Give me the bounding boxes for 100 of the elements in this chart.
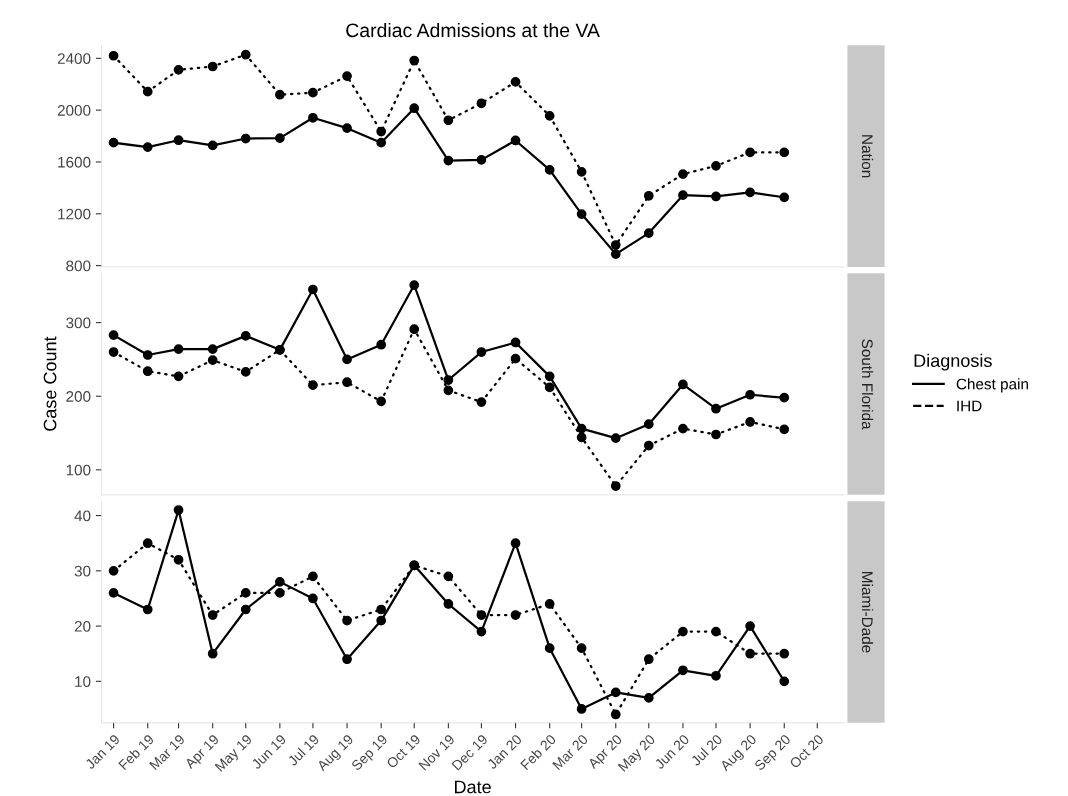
point [510,337,521,348]
point [108,347,119,357]
point [510,353,521,364]
point [443,571,454,582]
point [342,123,352,134]
point [108,137,119,148]
point [779,424,790,435]
point [240,330,251,341]
point [240,367,251,377]
point [443,375,454,385]
point [275,89,285,100]
y-tick-label: 10 [75,676,91,688]
y-tick-label: 40 [74,510,91,522]
point [779,648,790,659]
point [342,377,352,388]
point [207,610,218,620]
point [108,588,119,598]
point [610,249,621,259]
point [476,626,487,637]
point [173,64,184,75]
point [678,379,688,390]
point [443,599,454,609]
point [409,324,420,335]
point [476,155,487,165]
point [610,433,621,444]
point [308,380,318,391]
point [711,161,721,171]
point [308,112,318,123]
point [678,626,688,637]
point [576,166,587,177]
point [643,419,654,430]
y-tick-label: 800 [66,260,91,272]
point [108,330,119,340]
legend-label: IHD [957,400,982,412]
point [544,371,555,382]
point [173,371,184,382]
point [544,110,555,121]
point [142,350,153,360]
point [207,648,218,659]
point [376,126,387,137]
point [207,355,218,366]
point [376,604,387,615]
point [745,621,755,631]
point [711,429,721,440]
chart-title: Cardiac Admissions at the VA [346,22,600,38]
point [476,397,487,407]
point [376,339,387,350]
point [207,140,218,151]
point [610,481,621,491]
point [207,61,218,72]
x-tick-label: Jun 20 [653,733,690,770]
x-tick-label: Jun 19 [250,733,287,770]
point [643,440,654,451]
y-tick-label: 2000 [57,105,91,116]
point [376,137,387,148]
point [142,86,153,97]
x-tick-label: Jul 20 [689,733,723,767]
y-tick-label: 300 [66,317,91,329]
point [308,87,318,98]
point [779,392,790,403]
point [779,192,790,203]
point [108,50,119,61]
point [510,77,521,87]
point [576,704,587,714]
point [173,135,184,146]
point [510,610,521,620]
point [643,228,654,238]
point [443,115,454,126]
point [409,103,420,114]
point [576,423,587,434]
point [643,693,654,703]
point [610,240,621,250]
x-tick-label: Jul 19 [286,733,320,767]
y-tick-label: 1600 [58,156,91,168]
y-axis-title: Case Count [43,336,57,431]
point [779,147,790,158]
point [173,344,184,354]
point [745,187,755,198]
point [576,432,587,443]
point [142,366,153,377]
point [173,554,184,565]
point [576,209,587,219]
text: Nation [861,135,874,178]
point [678,665,688,676]
text: South Florida [861,339,874,430]
point [275,133,285,144]
point [376,615,387,626]
point [510,135,521,146]
point [376,396,387,407]
point [510,538,521,549]
point [308,571,318,582]
legend-title: Diagnosis [914,353,992,371]
point [544,599,555,609]
point [308,284,318,295]
point [275,588,285,598]
point [275,577,285,587]
point [643,190,654,201]
point [678,169,688,180]
text: Miami-Dade [861,572,874,653]
point [443,155,454,166]
